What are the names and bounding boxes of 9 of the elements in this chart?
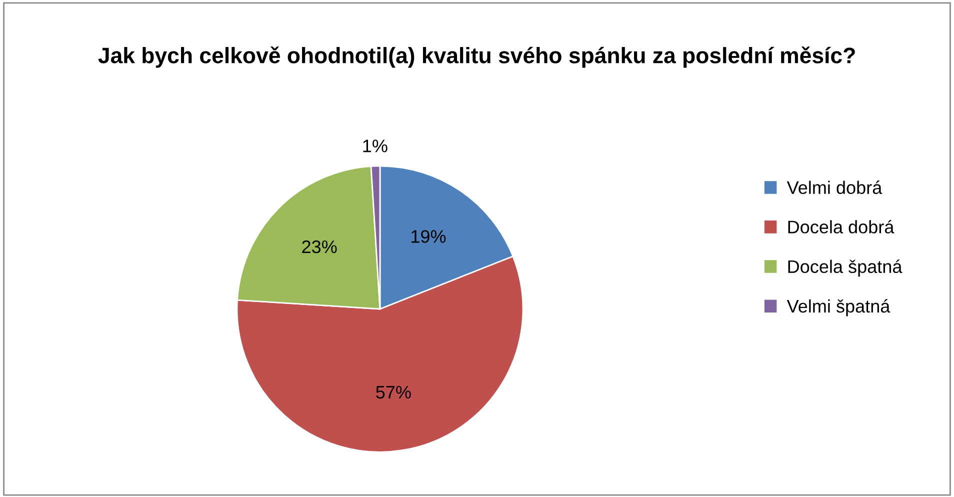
chart-title: Jak bych celkově ohodnotil(a) kvalitu svého spánku za poslední měsíc? [98, 46, 855, 68]
data-label: 19% [412, 230, 446, 243]
legend-label: Docela špatná [788, 260, 902, 277]
legend-label: Velmi dobrá [786, 180, 882, 194]
data-label: 57% [376, 386, 411, 399]
data-label: 1% [363, 140, 388, 152]
legend-label: Velmi špatná [786, 299, 890, 316]
data-label: 23% [302, 240, 337, 254]
legend-label: Docela dobrá [788, 220, 894, 234]
